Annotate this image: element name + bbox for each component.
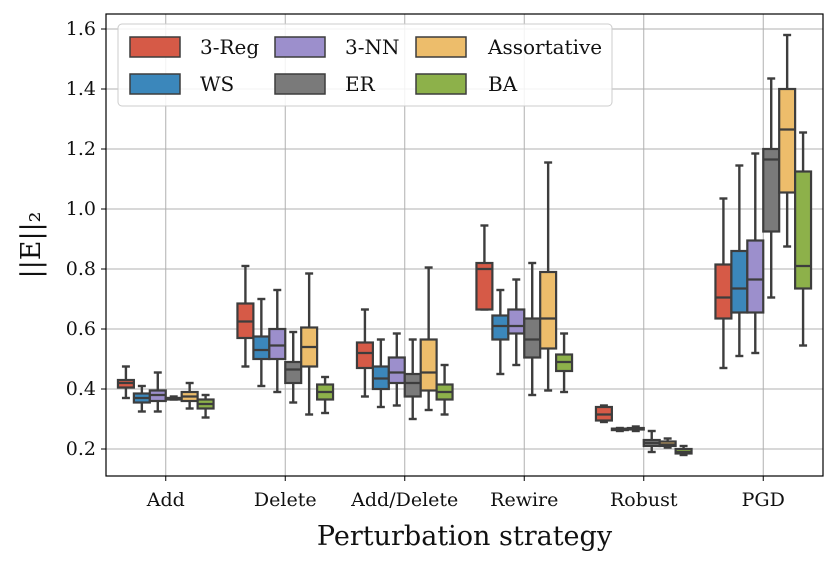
legend-label: 3-Reg	[200, 35, 259, 59]
legend-item: 3-Reg	[129, 35, 259, 59]
x-tick-label: PGD	[742, 489, 785, 511]
legend: 3-Reg WS 3-NN ER Assortative BA	[117, 23, 613, 107]
box	[475, 261, 494, 311]
x-axis-title: Perturbation strategy	[317, 521, 613, 552]
y-tick-label: 0.8	[66, 258, 96, 280]
x-tick-label: Robust	[610, 489, 678, 511]
box	[746, 239, 765, 314]
legend-swatch	[129, 36, 181, 58]
legend-label: ER	[345, 72, 376, 96]
box	[730, 249, 749, 314]
box	[491, 314, 510, 341]
legend-item: ER	[274, 72, 376, 96]
series-3-nn	[148, 152, 765, 433]
y-tick-label: 0.2	[66, 438, 96, 460]
legend-item: Assortative	[415, 35, 602, 59]
box	[794, 170, 813, 290]
box-series	[116, 33, 813, 457]
x-axis-ticks: Add Delete Add/Delete Rewire Robust PGD	[146, 476, 785, 511]
box	[252, 335, 271, 361]
y-axis-title: ||E||₂	[16, 212, 47, 279]
box	[355, 341, 374, 370]
legend-swatch	[415, 73, 467, 95]
legend-item: 3-NN	[274, 35, 399, 59]
box	[762, 147, 781, 233]
box	[403, 372, 422, 398]
legend-item: WS	[129, 72, 234, 96]
y-axis-ticks: 0.2 0.4 0.6 0.8 1.0 1.2 1.4 1.6	[66, 18, 106, 460]
box	[523, 317, 542, 359]
box	[507, 308, 526, 335]
box	[778, 87, 797, 194]
x-tick-label: Add/Delete	[350, 489, 458, 511]
box	[387, 356, 406, 385]
plot-frame	[105, 13, 824, 477]
series-assortative	[180, 33, 797, 449]
box	[268, 327, 287, 361]
legend-label: WS	[200, 72, 234, 96]
x-tick-label: Add	[146, 489, 185, 511]
series-ba	[196, 131, 813, 457]
series-3-reg	[116, 197, 733, 424]
x-tick-label: Rewire	[490, 489, 558, 511]
legend-frame	[117, 23, 613, 107]
y-tick-label: 1.2	[66, 138, 96, 160]
y-tick-label: 1.6	[66, 18, 96, 40]
x-tick-label: Delete	[254, 489, 317, 511]
box	[419, 338, 438, 392]
legend-item: BA	[415, 72, 518, 96]
box	[284, 360, 303, 385]
legend-label: Assortative	[487, 35, 602, 59]
y-tick-label: 1.0	[66, 198, 96, 220]
y-tick-label: 0.4	[66, 378, 96, 400]
legend-label: BA	[488, 72, 518, 96]
box	[714, 263, 733, 320]
y-tick-label: 1.4	[66, 78, 96, 100]
box	[539, 270, 558, 350]
y-tick-label: 0.6	[66, 318, 96, 340]
legend-swatch	[415, 36, 467, 58]
legend-swatch	[274, 36, 326, 58]
legend-swatch	[274, 73, 326, 95]
legend-label: 3-NN	[345, 35, 399, 59]
legend-swatch	[129, 73, 181, 95]
